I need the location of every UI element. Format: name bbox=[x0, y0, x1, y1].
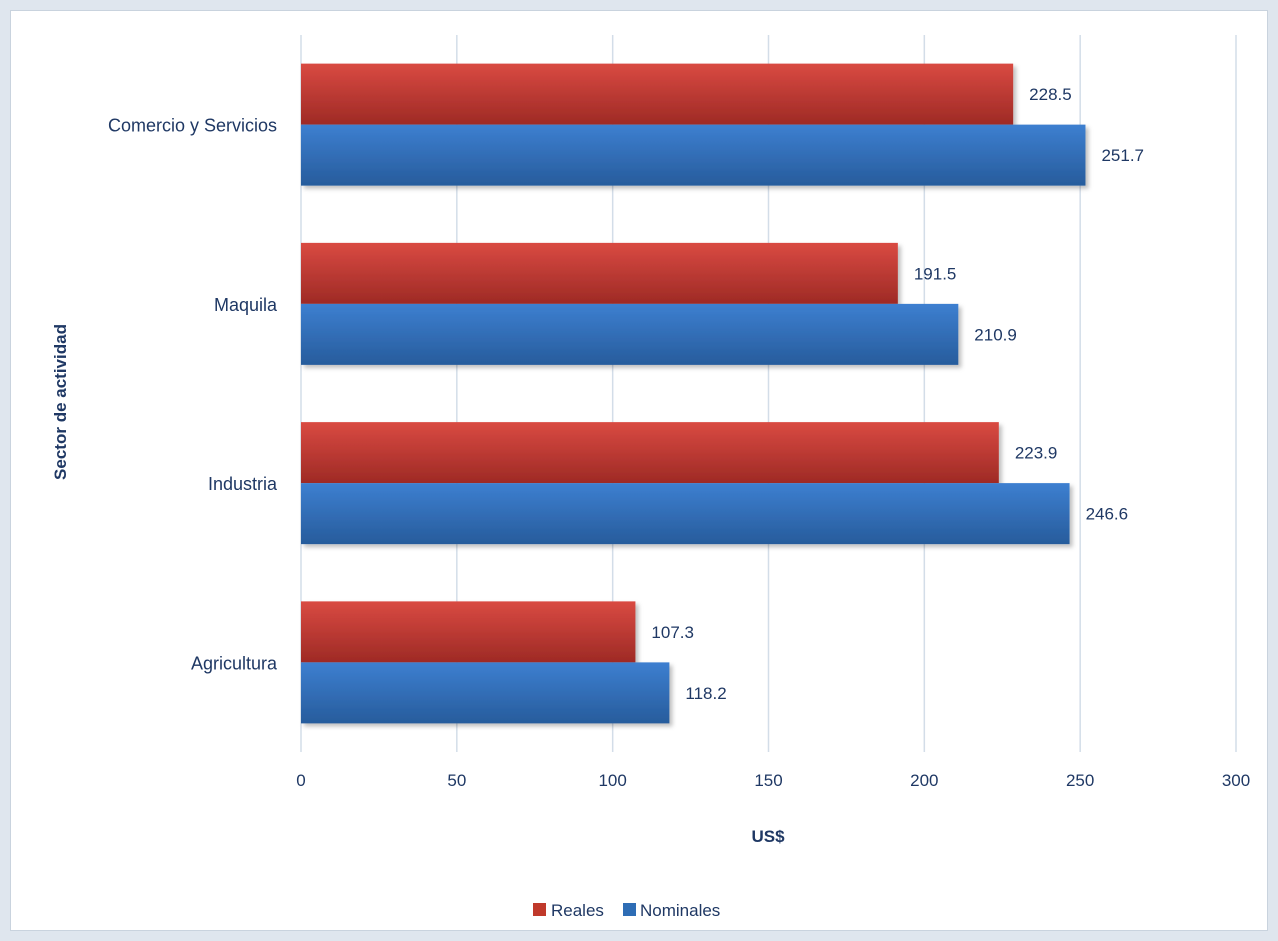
data-label-reales-0: 107.3 bbox=[651, 623, 694, 642]
data-label-nominales-3: 251.7 bbox=[1101, 146, 1144, 165]
bar-nominales-0 bbox=[301, 662, 670, 724]
data-label-nominales-2: 210.9 bbox=[974, 325, 1017, 344]
bar-nominales-2 bbox=[301, 303, 959, 365]
x-tick-label: 150 bbox=[754, 771, 782, 790]
x-tick-label: 200 bbox=[910, 771, 938, 790]
bar-nominales-3 bbox=[301, 124, 1086, 186]
legend-swatch-reales bbox=[533, 903, 546, 916]
bar-nominales-1 bbox=[301, 483, 1070, 545]
x-axis-title: US$ bbox=[751, 827, 785, 846]
x-tick-label: 250 bbox=[1066, 771, 1094, 790]
legend: Reales Nominales bbox=[533, 901, 720, 920]
bars bbox=[301, 63, 1086, 724]
data-label-reales-2: 191.5 bbox=[914, 264, 957, 283]
bar-reales-0 bbox=[301, 601, 636, 663]
x-tick-label: 50 bbox=[447, 771, 466, 790]
labels: 0 50 100 150 200 250 300 107.3 118.2 Agricultura 2… bbox=[108, 85, 1250, 790]
bar-reales-2 bbox=[301, 242, 898, 304]
category-label: Comercio y Servicios bbox=[108, 116, 277, 136]
y-axis-title: Sector de actividad bbox=[51, 324, 70, 480]
category-label: Maquila bbox=[214, 295, 278, 315]
data-label-reales-3: 228.5 bbox=[1029, 85, 1072, 104]
data-label-nominales-0: 118.2 bbox=[685, 684, 726, 703]
data-label-reales-1: 223.9 bbox=[1015, 444, 1058, 463]
legend-swatch-nominales bbox=[623, 903, 636, 916]
legend-label-reales: Reales bbox=[551, 901, 604, 920]
x-tick-label: 100 bbox=[598, 771, 626, 790]
category-label: Industria bbox=[208, 474, 278, 494]
legend-label-nominales: Nominales bbox=[640, 901, 720, 920]
x-tick-label: 0 bbox=[296, 771, 305, 790]
bar-reales-3 bbox=[301, 63, 1014, 125]
data-label-nominales-1: 246.6 bbox=[1086, 505, 1129, 524]
bar-reales-1 bbox=[301, 422, 999, 484]
category-label: Agricultura bbox=[191, 653, 278, 673]
x-tick-label: 300 bbox=[1222, 771, 1250, 790]
